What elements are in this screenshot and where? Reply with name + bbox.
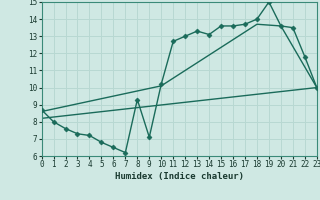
X-axis label: Humidex (Indice chaleur): Humidex (Indice chaleur) xyxy=(115,172,244,181)
